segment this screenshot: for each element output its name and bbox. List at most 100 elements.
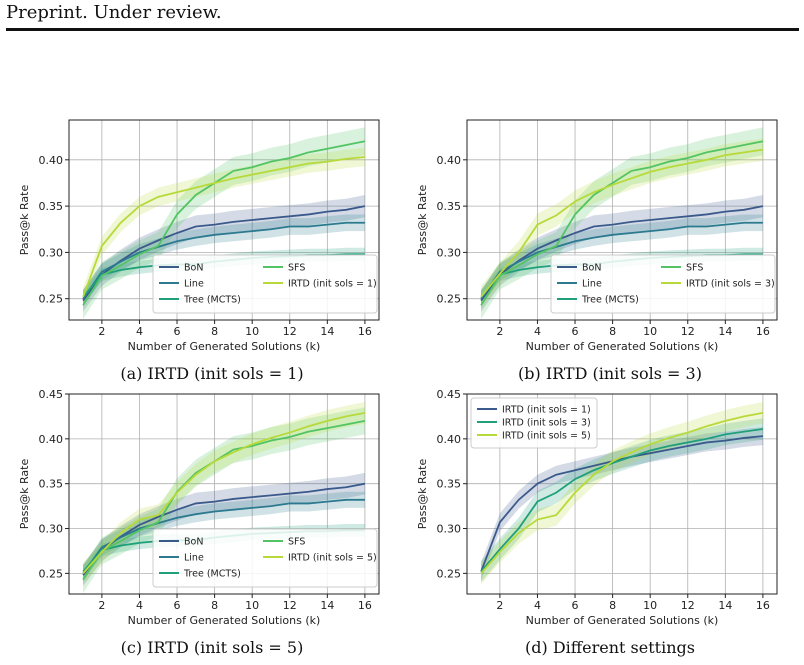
series-line — [82, 205, 366, 302]
legend-label: IRTD (init sols = 3) — [686, 279, 775, 290]
caption-d: (d) Different settings — [525, 638, 695, 657]
y-tick-label: 0.25 — [437, 567, 462, 580]
series-line — [480, 140, 764, 306]
x-axis-label: Number of Generated Solutions (k) — [128, 614, 321, 627]
x-tick-label: 2 — [496, 599, 503, 612]
x-tick-label: 14 — [320, 599, 334, 612]
plot-frame — [466, 393, 778, 595]
y-tick-label: 0.25 — [437, 293, 462, 306]
x-tick-label: 10 — [245, 599, 259, 612]
series-line — [82, 498, 365, 574]
legend: IRTD (init sols = 1) IRTD (init sols = 3)… — [470, 397, 598, 449]
series-band — [83, 402, 365, 585]
caption-a: (a) IRTD (init sols = 1) — [120, 364, 304, 383]
y-tick-label: 0.40 — [39, 433, 64, 446]
x-tick-label: 2 — [496, 325, 503, 338]
y-tick-label: 0.45 — [39, 388, 64, 401]
y-axis-label: Pass@k Rate — [416, 185, 429, 256]
series-line — [82, 420, 366, 581]
legend-label: Tree (MCTS) — [581, 295, 639, 306]
legend-box — [470, 397, 598, 449]
series-band — [83, 472, 365, 586]
y-tick-label: 0.30 — [39, 523, 64, 536]
legend: BoN Line Tree (MCTS) SFS IRTD (init sols = 3… — [550, 254, 776, 314]
series-line — [480, 428, 764, 573]
x-tick-label: 6 — [572, 325, 579, 338]
x-tick-label: 6 — [572, 599, 579, 612]
x-axis-label: Number of Generated Solutions (k) — [526, 614, 719, 627]
series-line — [480, 148, 764, 298]
x-axis-label: Number of Generated Solutions (k) — [128, 340, 321, 353]
y-tick-label: 0.35 — [437, 478, 462, 491]
x-tick-label: 14 — [718, 599, 732, 612]
legend-label: IRTD (init sols = 5) — [288, 553, 377, 564]
series-line — [82, 411, 366, 574]
x-tick-label: 12 — [283, 325, 297, 338]
plot-frame — [68, 393, 380, 595]
legend-label: Line — [184, 553, 204, 564]
legend-label: BoN — [582, 263, 601, 274]
series-band — [481, 195, 763, 312]
y-tick-label: 0.30 — [39, 246, 64, 259]
legend-label: IRTD (init sols = 1) — [502, 405, 591, 416]
x-tick-label: 12 — [681, 599, 695, 612]
x-tick-label: 16 — [358, 599, 372, 612]
legend-label: Tree (MCTS) — [183, 295, 241, 306]
x-tick-label: 8 — [609, 325, 616, 338]
legend-label: Tree (MCTS) — [183, 569, 241, 580]
plot-frame — [68, 119, 380, 321]
y-axis-label: Pass@k Rate — [18, 459, 31, 530]
legend: BoN Line Tree (MCTS) SFS IRTD (init sols = 5… — [152, 528, 378, 588]
y-tick-label: 0.45 — [437, 388, 462, 401]
legend-label: IRTD (init sols = 1) — [288, 279, 377, 290]
series-line — [480, 205, 764, 302]
y-tick-label: 0.25 — [39, 293, 64, 306]
chart-panel-c: 2 4 6 8 10 12 14 16 0.25 0.30 0.35 0.40 0.45 Number o… — [18, 388, 380, 627]
x-tick-label: 4 — [136, 325, 143, 338]
legend-label: SFS — [686, 263, 703, 274]
series-band — [481, 138, 763, 308]
x-tick-label: 14 — [718, 325, 732, 338]
header-rule — [6, 28, 799, 31]
y-tick-label: 0.40 — [39, 154, 64, 167]
series-band — [83, 195, 365, 312]
x-tick-label: 2 — [98, 325, 105, 338]
x-tick-label: 6 — [174, 325, 181, 338]
chart-panel-a: 2 4 6 8 10 12 14 16 0.25 0.30 0.35 0.40 Number of Ge… — [18, 119, 380, 353]
series-line — [82, 140, 366, 306]
series-line — [82, 221, 365, 300]
chart-panel-b: 2 4 6 8 10 12 14 16 0.25 0.30 0.35 0.40 Number of Ge… — [416, 119, 778, 353]
legend-label: Line — [582, 279, 602, 290]
series-band — [83, 147, 365, 307]
y-tick-label: 0.30 — [437, 523, 462, 536]
x-tick-label: 4 — [534, 325, 541, 338]
caption-b: (b) IRTD (init sols = 3) — [518, 364, 702, 383]
series-line — [480, 411, 764, 574]
x-tick-label: 8 — [211, 325, 218, 338]
x-tick-label: 12 — [681, 325, 695, 338]
legend-label: BoN — [184, 537, 203, 548]
y-tick-label: 0.30 — [437, 246, 462, 259]
legend-label: BoN — [184, 263, 203, 274]
x-tick-label: 8 — [609, 599, 616, 612]
x-tick-label: 4 — [136, 599, 143, 612]
x-tick-label: 16 — [756, 325, 770, 338]
x-tick-label: 10 — [643, 599, 657, 612]
x-tick-label: 12 — [283, 599, 297, 612]
legend: BoN Line Tree (MCTS) SFS IRTD (init sols = 1… — [152, 254, 378, 314]
x-tick-label: 8 — [211, 599, 218, 612]
y-tick-label: 0.40 — [437, 433, 462, 446]
series-band — [481, 402, 763, 585]
legend-label: Line — [184, 279, 204, 290]
x-tick-label: 14 — [320, 325, 334, 338]
legend-label: SFS — [288, 537, 305, 548]
y-axis-label: Pass@k Rate — [18, 185, 31, 256]
series-line — [480, 221, 763, 300]
series-line — [82, 156, 365, 298]
chart-panel-d: 2 4 6 8 10 12 14 16 0.25 0.30 0.35 0.40 0.45 Number o… — [416, 388, 778, 627]
y-tick-label: 0.35 — [39, 478, 64, 491]
y-tick-label: 0.35 — [39, 200, 64, 213]
caption-c: (c) IRTD (init sols = 5) — [120, 638, 304, 657]
y-tick-label: 0.25 — [39, 567, 64, 580]
x-tick-label: 2 — [98, 599, 105, 612]
